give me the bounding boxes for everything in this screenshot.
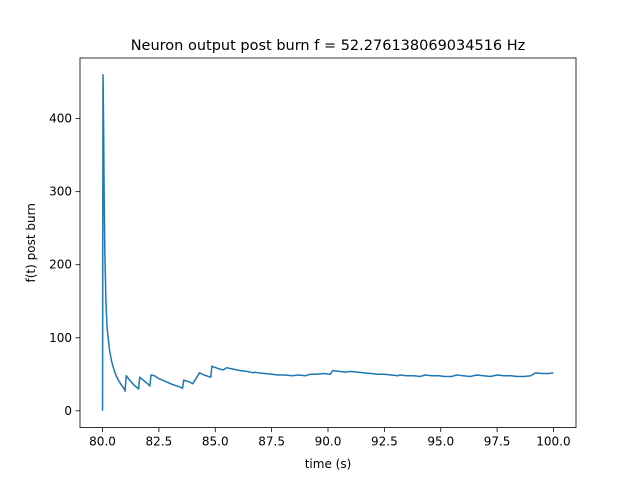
x-tick-label: 87.5 (258, 435, 285, 449)
plot-area-frame (79, 57, 577, 429)
y-tick-label: 100 (49, 331, 72, 345)
x-tick-label: 85.0 (202, 435, 229, 449)
x-axis-label: time (s) (305, 457, 352, 471)
x-tick-label: 97.5 (484, 435, 511, 449)
series-line-0 (101, 74, 554, 411)
x-tick-label: 92.5 (371, 435, 398, 449)
plot-layer (101, 74, 554, 411)
y-axis-label: f(t) post burn (24, 203, 38, 282)
chart-title: Neuron output post burn f = 52.276138069… (131, 38, 526, 54)
y-tick-label: 200 (49, 258, 72, 272)
x-tick-label: 80.0 (89, 435, 116, 449)
ticks-layer: 80.0 82.5 85.0 87.5 90.0 92.5 95.0 97.5 100.0 0 10… (49, 112, 571, 449)
y-tick-label: 400 (49, 112, 72, 126)
y-tick-label: 300 (49, 185, 72, 199)
x-tick-label: 82.5 (146, 435, 173, 449)
y-tick-label: 0 (64, 404, 72, 418)
x-tick-label: 90.0 (315, 435, 342, 449)
x-tick-label: 95.0 (427, 435, 454, 449)
x-tick-label: 100.0 (536, 435, 570, 449)
